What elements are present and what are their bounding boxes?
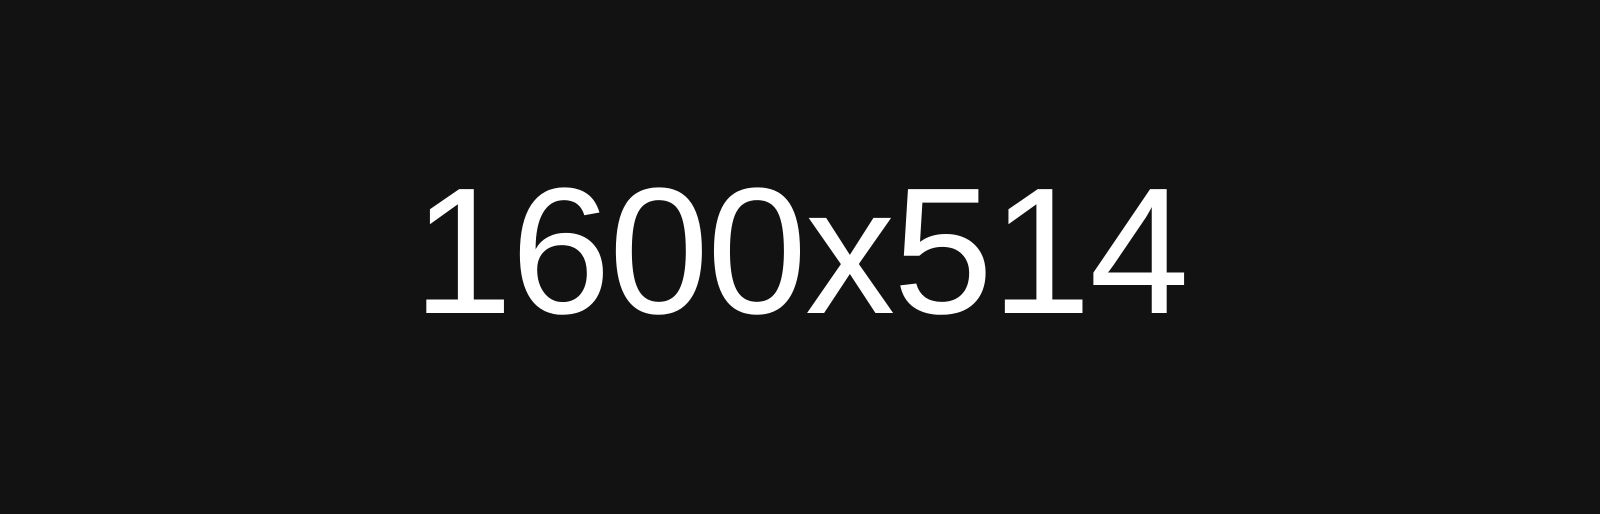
dimensions-label: 1600x514 bbox=[412, 151, 1190, 352]
